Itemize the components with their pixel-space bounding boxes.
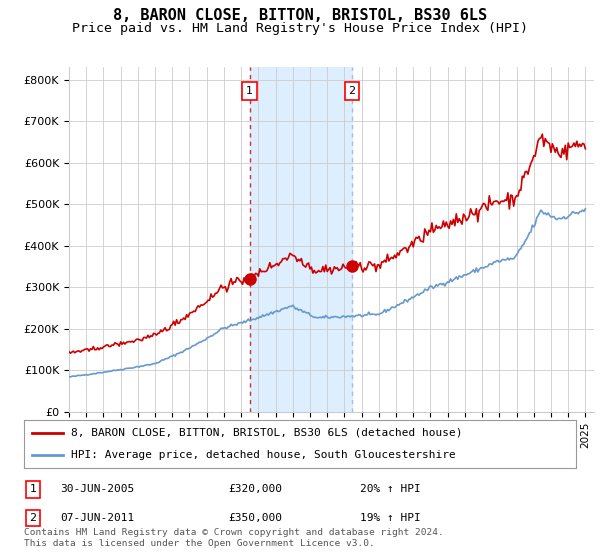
- Text: 20% ↑ HPI: 20% ↑ HPI: [360, 484, 421, 494]
- Text: 19% ↑ HPI: 19% ↑ HPI: [360, 513, 421, 523]
- Bar: [250, 67, 352, 412]
- Text: Price paid vs. HM Land Registry's House Price Index (HPI): Price paid vs. HM Land Registry's House …: [72, 22, 528, 35]
- Text: 07-JUN-2011: 07-JUN-2011: [60, 513, 134, 523]
- Text: 8, BARON CLOSE, BITTON, BRISTOL, BS30 6LS: 8, BARON CLOSE, BITTON, BRISTOL, BS30 6L…: [113, 8, 487, 24]
- Text: £320,000: £320,000: [228, 484, 282, 494]
- Text: Contains HM Land Registry data © Crown copyright and database right 2024.
This d: Contains HM Land Registry data © Crown c…: [24, 528, 444, 548]
- Text: 8, BARON CLOSE, BITTON, BRISTOL, BS30 6LS (detached house): 8, BARON CLOSE, BITTON, BRISTOL, BS30 6L…: [71, 428, 463, 438]
- Text: 2: 2: [349, 86, 356, 96]
- Text: £350,000: £350,000: [228, 513, 282, 523]
- Text: 1: 1: [29, 484, 37, 494]
- Text: 1: 1: [246, 86, 253, 96]
- Text: 2: 2: [29, 513, 37, 523]
- Text: 30-JUN-2005: 30-JUN-2005: [60, 484, 134, 494]
- Text: HPI: Average price, detached house, South Gloucestershire: HPI: Average price, detached house, Sout…: [71, 450, 455, 460]
